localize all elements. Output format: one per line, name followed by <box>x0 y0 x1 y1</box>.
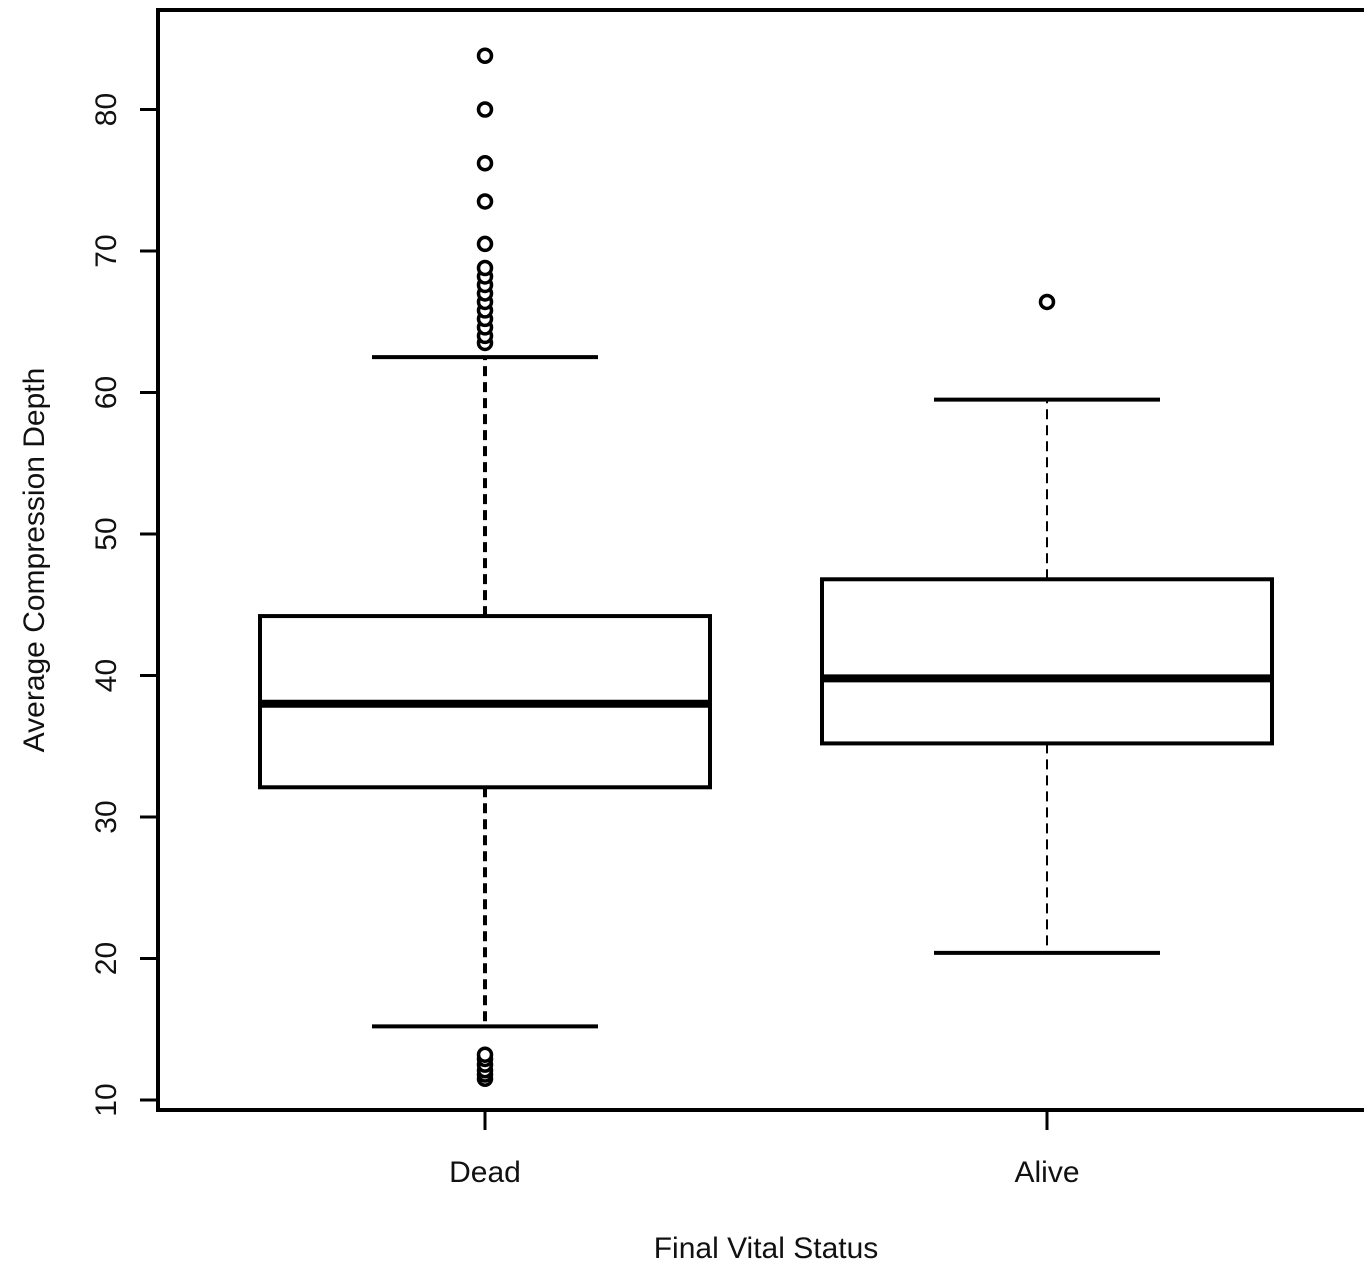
y-tick-label-20: 20 <box>90 942 123 975</box>
y-tick-label-60: 60 <box>90 376 123 409</box>
dead-outlier-18 <box>476 155 494 172</box>
y-tick-label-40: 40 <box>90 659 123 692</box>
dead-outlier-20 <box>476 47 494 64</box>
x-tick-label-alive: Alive <box>1014 1156 1079 1189</box>
plot-frame <box>156 8 1364 1112</box>
dead-outlier-16 <box>476 235 494 253</box>
alive-box <box>820 577 1274 746</box>
dead-outlier-17 <box>476 193 494 210</box>
alive-outlier-0 <box>1038 293 1056 311</box>
dead-outlier-19 <box>476 101 494 118</box>
dead-outlier-5 <box>476 1046 494 1063</box>
y-tick-label-70: 70 <box>90 234 123 267</box>
y-axis-label: Average Compression Depth <box>18 368 51 753</box>
x-axis-label: Final Vital Status <box>654 1232 879 1265</box>
chart-marks: 10 20 30 40 50 60 70 80 Dead Alive <box>90 47 1274 1189</box>
x-tick-label-dead: Dead <box>449 1156 521 1189</box>
dead-outlier-15 <box>476 259 494 277</box>
y-tick-label-50: 50 <box>90 517 123 550</box>
y-tick-label-80: 80 <box>90 93 123 126</box>
y-tick-label-10: 10 <box>90 1083 123 1116</box>
y-tick-label-30: 30 <box>90 800 123 833</box>
